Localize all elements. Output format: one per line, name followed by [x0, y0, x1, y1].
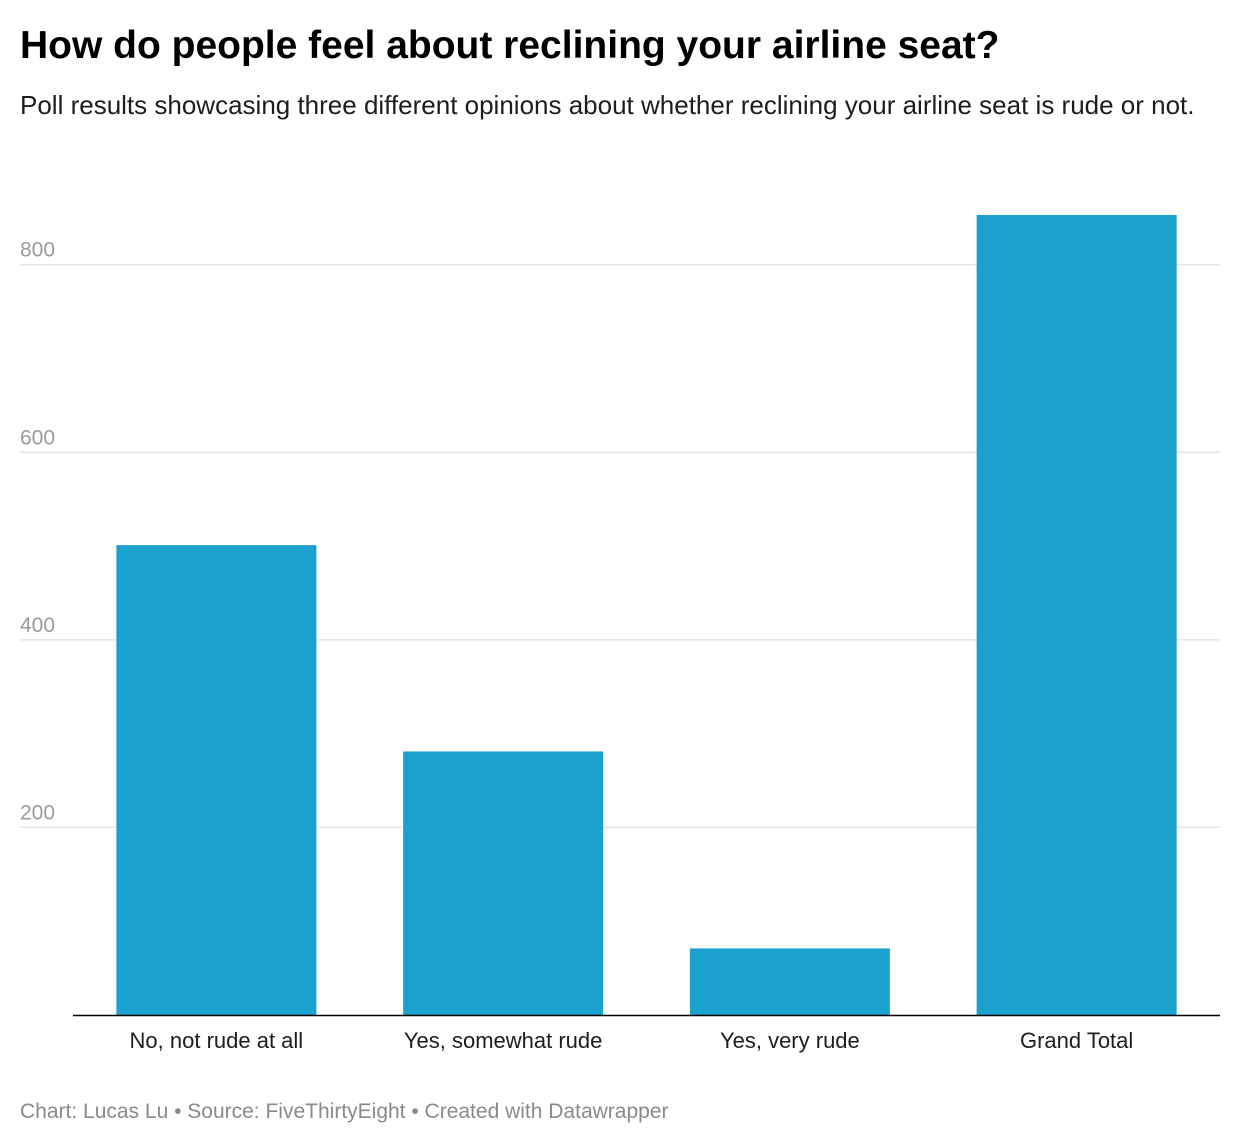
y-tick-label: 800 — [20, 239, 55, 262]
bar — [403, 751, 604, 1015]
x-tick-label: No, not rude at all — [130, 1028, 304, 1053]
chart-subtitle: Poll results showcasing three different … — [20, 90, 1195, 120]
chart-title: How do people feel about reclining your … — [20, 24, 1000, 67]
bar — [116, 545, 317, 1015]
x-tick-label: Grand Total — [1020, 1028, 1133, 1053]
y-tick-label: 200 — [20, 801, 55, 824]
x-tick-label: Yes, very rude — [720, 1028, 860, 1053]
bar-chart: 200 400 600 800 No, not rude at all Yes, som… — [20, 215, 1220, 1053]
y-tick-label: 600 — [20, 426, 55, 449]
bar — [689, 948, 890, 1015]
chart-footer: Chart: Lucas Lu • Source: FiveThirtyEigh… — [20, 1100, 669, 1123]
bars — [116, 215, 1177, 1015]
y-tick-label: 400 — [20, 614, 55, 637]
x-tick-label: Yes, somewhat rude — [404, 1028, 603, 1053]
bar — [976, 215, 1177, 1015]
category-labels: No, not rude at all Yes, somewhat rude Yes… — [130, 1028, 1134, 1053]
